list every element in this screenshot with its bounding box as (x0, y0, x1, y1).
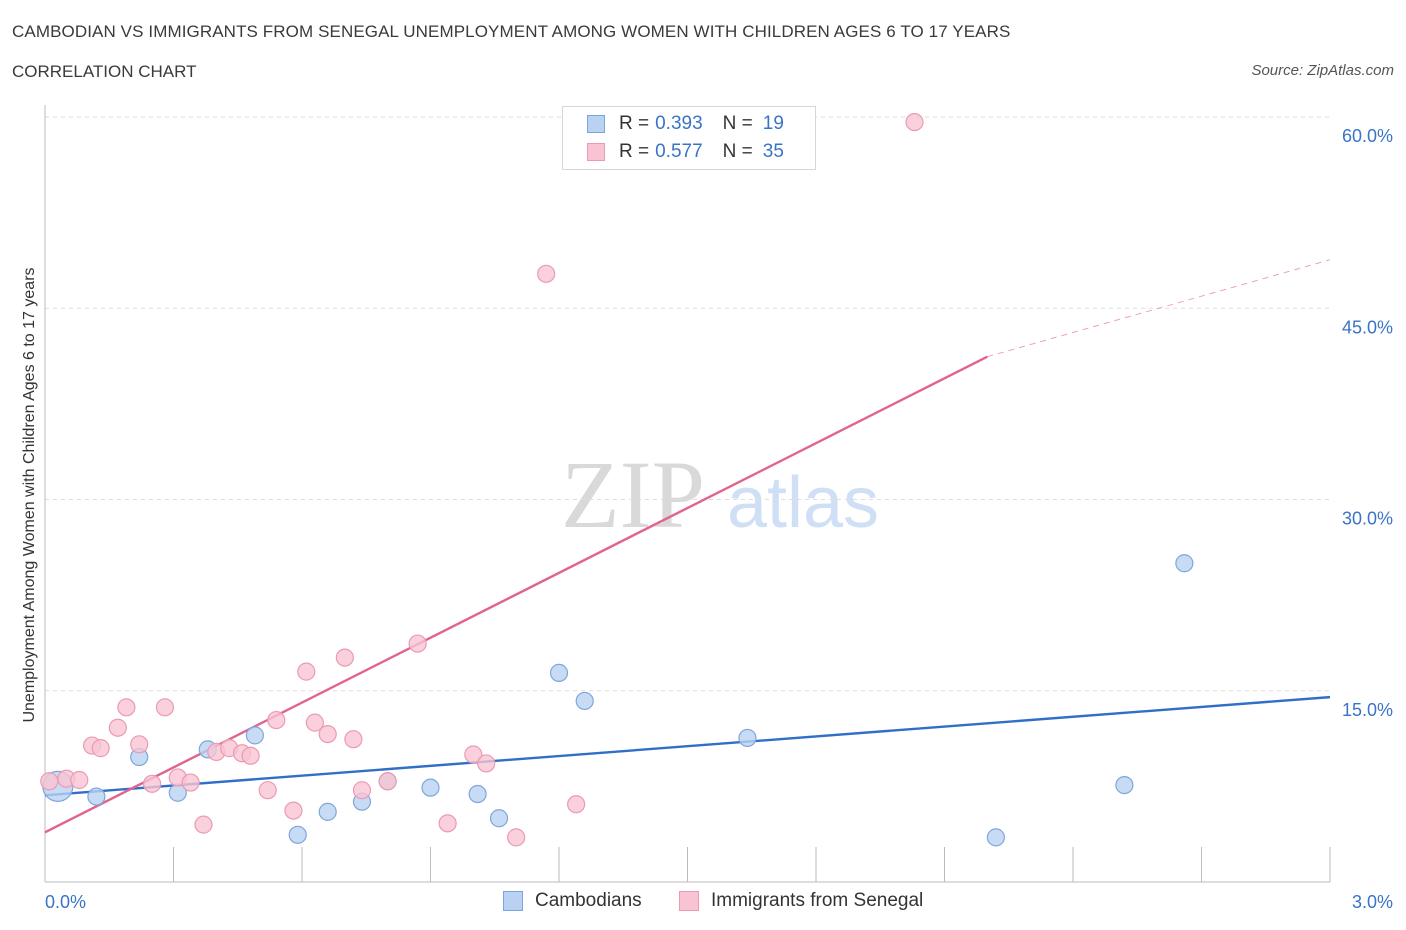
cambodian-point (986, 828, 1006, 847)
y-tick-label: 15.0% (1342, 700, 1393, 720)
cambodian-point (318, 802, 337, 821)
senegal-point (155, 698, 175, 717)
legend-r-value: 0.393 (655, 113, 703, 134)
senegal-point (905, 112, 924, 132)
legend-n-label: N = (722, 141, 753, 162)
senegal-point (335, 648, 354, 667)
cambodian-point (245, 726, 264, 745)
cambodian-point (738, 728, 757, 748)
senegal-trend-line (44, 355, 988, 834)
senegal-point (507, 828, 526, 847)
cambodian-point (421, 778, 440, 797)
cambodian-point (468, 784, 487, 804)
senegal-point (297, 662, 316, 681)
y-tick-label: 60.0% (1342, 126, 1393, 146)
legend-item-cambodians[interactable]: Cambodians (503, 890, 642, 912)
senegal-point (438, 814, 457, 833)
legend-n-label: N = (722, 113, 753, 134)
x-tick-label-start: 0.0% (45, 892, 86, 912)
senegal-point (108, 718, 127, 737)
legend-row-cambodians: R = 0.393 N = 19 (587, 112, 784, 136)
legend-n-value: 19 (762, 113, 784, 134)
senegal-point (318, 724, 337, 744)
x-tick-label-end: 3.0% (1352, 892, 1393, 912)
legend-r-value: 0.577 (655, 141, 703, 162)
legend-swatch-blue (503, 891, 523, 911)
y-tick-label: 30.0% (1342, 509, 1393, 529)
senegal-point (537, 264, 556, 283)
source-label: Source: ZipAtlas.com (1251, 62, 1394, 79)
senegal-point (40, 772, 59, 791)
senegal-point (130, 735, 149, 754)
senegal-point (70, 770, 89, 790)
senegal-point (241, 746, 260, 765)
senegal-point (567, 795, 586, 814)
cambodian-trend-line (44, 695, 1331, 797)
senegal-point (181, 773, 200, 792)
cambodian-point (1175, 554, 1194, 573)
watermark-atlas: atlas (727, 463, 879, 543)
senegal-point (464, 745, 483, 764)
series-legend: Cambodians Immigrants from Senegal (0, 890, 1406, 914)
legend-row-senegal: R = 0.577 N = 35 (587, 140, 784, 164)
senegal-point (117, 698, 136, 717)
legend-swatch-pink (587, 143, 605, 161)
senegal-point (477, 754, 496, 773)
watermark: ZIP atlas (561, 441, 879, 548)
senegal-point (258, 781, 277, 800)
legend-item-senegal[interactable]: Immigrants from Senegal (679, 890, 923, 912)
y-axis-label: Unemployment Among Women with Children A… (21, 267, 38, 723)
chart-subtitle: CORRELATION CHART (12, 62, 197, 81)
legend-swatch-blue (587, 115, 605, 133)
senegal-point (408, 634, 427, 653)
senegal-point (352, 781, 372, 800)
senegal-point (284, 801, 303, 820)
senegal-point (344, 730, 363, 749)
cambodian-point (1115, 775, 1134, 795)
senegal-point (267, 710, 286, 730)
legend-r-label: R = (619, 141, 650, 162)
watermark-zip: ZIP (561, 441, 705, 548)
legend-n-value: 35 (762, 141, 784, 162)
senegal-trend-extension (987, 259, 1331, 358)
cambodian-point (87, 787, 106, 806)
y-tick-label: 45.0% (1342, 317, 1393, 337)
senegal-point (91, 739, 110, 758)
cambodian-point (489, 809, 509, 828)
legend-swatch-pink (679, 891, 699, 911)
senegal-point (305, 713, 324, 732)
legend-label-cambodians: Cambodians (535, 890, 642, 911)
correlation-legend: R = 0.393 N = 19 R = 0.577 N = 35 (562, 106, 816, 170)
senegal-point (378, 772, 397, 791)
senegal-point (194, 815, 213, 834)
cambodian-point (549, 663, 569, 683)
senegal-point (142, 774, 162, 793)
cambodian-point (288, 825, 307, 844)
cambodian-point (575, 691, 594, 711)
chart-title: CAMBODIAN VS IMMIGRANTS FROM SENEGAL UNE… (12, 22, 1011, 41)
legend-label-senegal: Immigrants from Senegal (711, 890, 924, 911)
legend-r-label: R = (619, 113, 650, 134)
